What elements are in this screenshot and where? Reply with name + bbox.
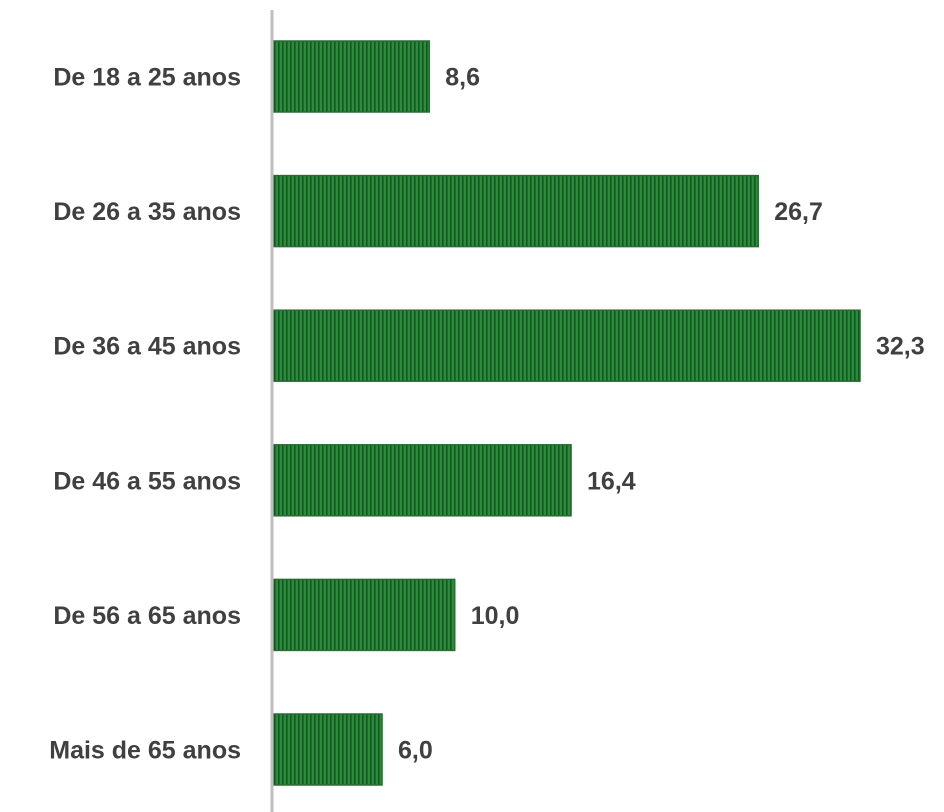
data-label-2: 26,7 [774, 198, 823, 226]
bar-6 [272, 713, 383, 786]
bar-2 [272, 174, 759, 248]
value-labels-layer: 8,6 26,7 32,3 16,4 10,0 6,0 [398, 64, 925, 765]
bar-4 [272, 444, 572, 517]
data-label-5: 10,0 [471, 602, 520, 630]
data-label-4: 16,4 [587, 467, 636, 495]
data-label-1: 8,6 [445, 64, 480, 92]
category-label-6: Mais de 65 anos [49, 737, 241, 765]
category-label-4: De 46 a 55 anos [53, 467, 241, 495]
category-label-5: De 56 a 65 anos [53, 602, 241, 630]
data-label-6: 6,0 [398, 737, 433, 765]
category-label-3: De 36 a 45 anos [53, 333, 241, 361]
bar-5 [272, 578, 456, 652]
category-labels-layer: De 18 a 25 anos De 26 a 35 anos De 36 a 45… [49, 64, 241, 765]
bar-3 [272, 309, 861, 382]
bars-layer [272, 40, 861, 786]
category-label-2: De 26 a 35 anos [53, 198, 241, 226]
category-label-1: De 18 a 25 anos [53, 64, 241, 92]
bar-1 [272, 40, 431, 113]
data-label-3: 32,3 [876, 333, 925, 361]
